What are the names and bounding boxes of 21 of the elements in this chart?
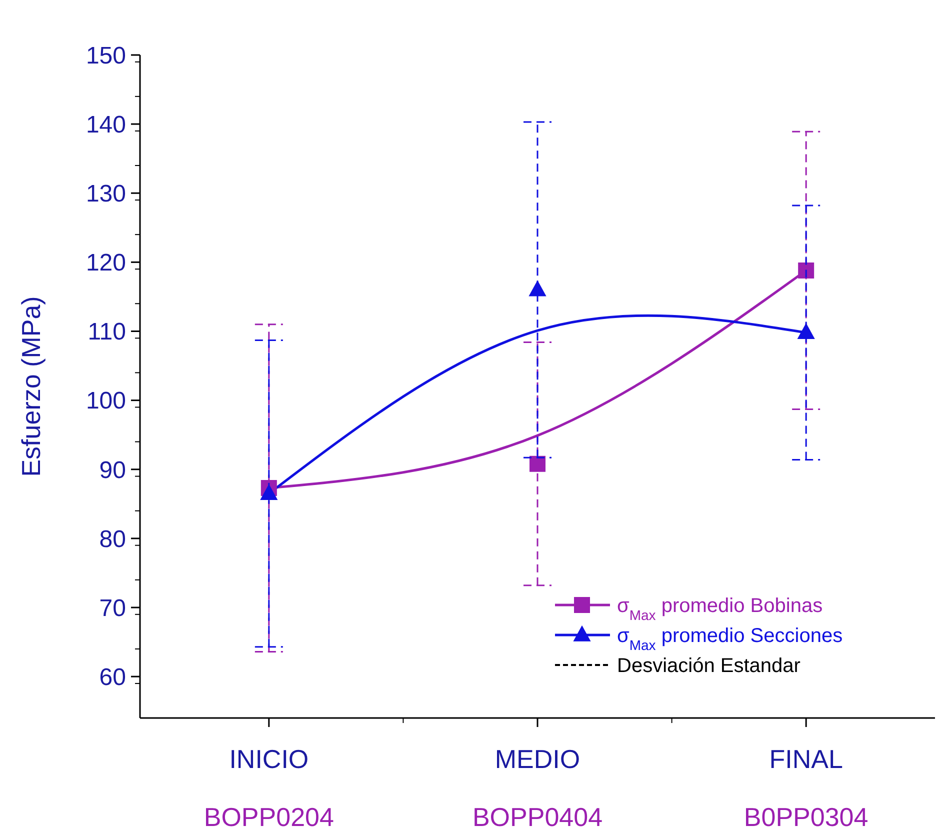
legend-label: σ$_{Max}$ promedio Secciones [617, 625, 843, 653]
y-tick-label: 150 [86, 42, 126, 70]
y-tick-label: 90 [99, 456, 126, 484]
y-tick-label: 60 [99, 664, 126, 691]
y-tick-label: 110 [88, 318, 126, 346]
y-tick-label: 130 [86, 180, 126, 208]
y-tick-label: 80 [99, 526, 126, 553]
x-tick-label: FINAL B0PP0304 [744, 744, 868, 832]
y-tick-label: 100 [86, 388, 126, 415]
annotation: Desviación Estandar [617, 655, 801, 677]
point [798, 262, 814, 278]
legend-label: σ$_{Max}$ promedio Bobinas [617, 595, 823, 623]
x-tick-label: INICIO BOPP0204 [204, 744, 334, 832]
y-axis-title: Esfuerzo (MPa) [16, 296, 46, 477]
point [528, 280, 546, 296]
x-tick-label: MEDIO BOPP0404 [472, 744, 603, 832]
y-tick-label: 70 [99, 594, 126, 622]
point [530, 456, 546, 472]
y-tick-label: 140 [86, 111, 126, 138]
point [797, 323, 815, 340]
y-tick-label: 120 [86, 250, 126, 277]
